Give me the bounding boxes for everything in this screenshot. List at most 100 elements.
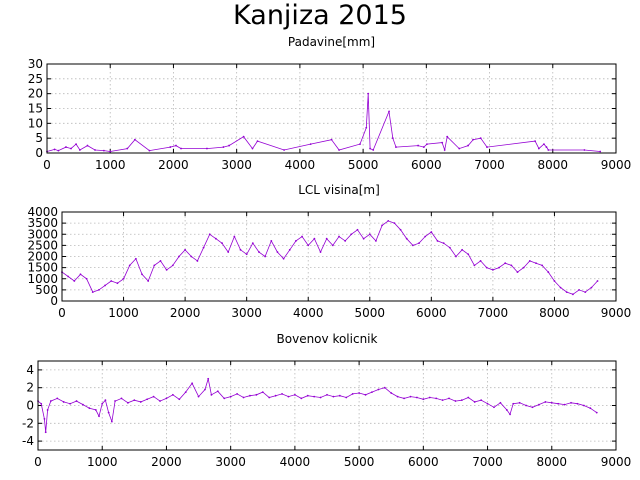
x-tick-label: 5000 (348, 158, 379, 172)
data-point (295, 240, 297, 242)
x-tick-label: 2000 (158, 158, 189, 172)
data-point (88, 407, 91, 410)
data-point (547, 149, 550, 151)
data-point (190, 255, 193, 258)
data-point (345, 396, 348, 399)
data-point (364, 393, 367, 396)
x-tick-label: 6000 (408, 455, 439, 469)
data-point (396, 395, 399, 398)
data-point (369, 147, 371, 150)
data-point (103, 149, 105, 152)
data-point (116, 282, 119, 285)
data-point (184, 248, 187, 251)
x-tick-label: 3000 (215, 455, 246, 469)
data-point (326, 393, 328, 396)
data-point (75, 400, 78, 402)
data-point (159, 400, 161, 402)
x-tick-label: 1000 (87, 455, 118, 469)
data-point (171, 264, 174, 267)
data-point (206, 147, 208, 150)
chart-panel-1: Padavine[mm] 0 1000 2000 3000 4000 5000 6000 700… (28, 35, 632, 172)
data-point (197, 395, 200, 398)
data-point (356, 228, 359, 231)
data-point (204, 388, 206, 391)
chart-panels: Padavine[mm]0 1000 2000 3000 4000 5000 6000 700… (22, 35, 631, 469)
y-tick-label: 500 (35, 283, 58, 297)
data-point (461, 248, 464, 251)
x-tick-label: 9000 (601, 455, 632, 469)
data-point (128, 264, 131, 267)
data-point (383, 386, 386, 389)
data-point (570, 401, 572, 404)
data-point (70, 147, 72, 150)
data-point (351, 393, 354, 395)
data-point (596, 280, 599, 282)
data-point (367, 92, 370, 95)
data-point (146, 398, 149, 401)
data-point (178, 398, 181, 401)
data-point (293, 393, 296, 396)
data-point (486, 146, 488, 148)
data-point (510, 264, 513, 267)
data-point (418, 242, 420, 245)
data-point (441, 399, 444, 402)
y-tick-label: 0 (26, 399, 34, 413)
data-point (553, 280, 556, 282)
data-point (388, 110, 390, 113)
data-point (543, 143, 545, 146)
data-point (522, 266, 525, 269)
data-point (306, 394, 309, 397)
data-point (377, 388, 380, 391)
data-point (46, 409, 49, 411)
data-point (270, 240, 273, 242)
y-tick-label: 20 (28, 87, 43, 101)
data-point (101, 402, 104, 405)
data-point (467, 396, 470, 399)
data-point (216, 390, 219, 393)
data-point (307, 244, 310, 247)
data-point (332, 395, 335, 398)
data-point (62, 401, 65, 403)
data-point (409, 395, 412, 398)
data-point (545, 146, 548, 148)
y-tick-label: 25 (28, 72, 43, 86)
data-point (393, 222, 396, 225)
data-point (184, 391, 187, 394)
data-point (214, 237, 217, 240)
data-point (94, 149, 96, 151)
y-tick-label: 10 (28, 116, 43, 130)
data-point (313, 395, 316, 398)
x-tick-label: 4000 (285, 158, 316, 172)
data-point (537, 147, 540, 150)
data-point (584, 291, 587, 293)
data-point (435, 397, 438, 400)
data-point (196, 260, 199, 262)
data-point (229, 395, 232, 398)
data-point (595, 411, 598, 414)
data-point (288, 248, 291, 251)
data-point (98, 415, 100, 418)
data-point (485, 266, 488, 269)
data-point (589, 407, 592, 410)
data-point (78, 149, 81, 151)
data-point (350, 233, 353, 236)
data-point (480, 399, 483, 402)
data-point (69, 402, 72, 405)
data-point (416, 396, 418, 399)
x-tick-label: 4000 (280, 455, 311, 469)
data-point (338, 394, 341, 397)
data-point (362, 237, 365, 240)
series-line (61, 220, 598, 295)
data-point (223, 397, 226, 400)
data-point (171, 393, 174, 396)
data-point (498, 266, 500, 269)
data-point (455, 255, 457, 258)
x-tick-label: 1000 (108, 306, 139, 320)
data-point (403, 397, 405, 400)
data-point (458, 147, 461, 150)
data-point (256, 140, 259, 143)
data-point (40, 402, 43, 405)
data-point (395, 146, 397, 148)
